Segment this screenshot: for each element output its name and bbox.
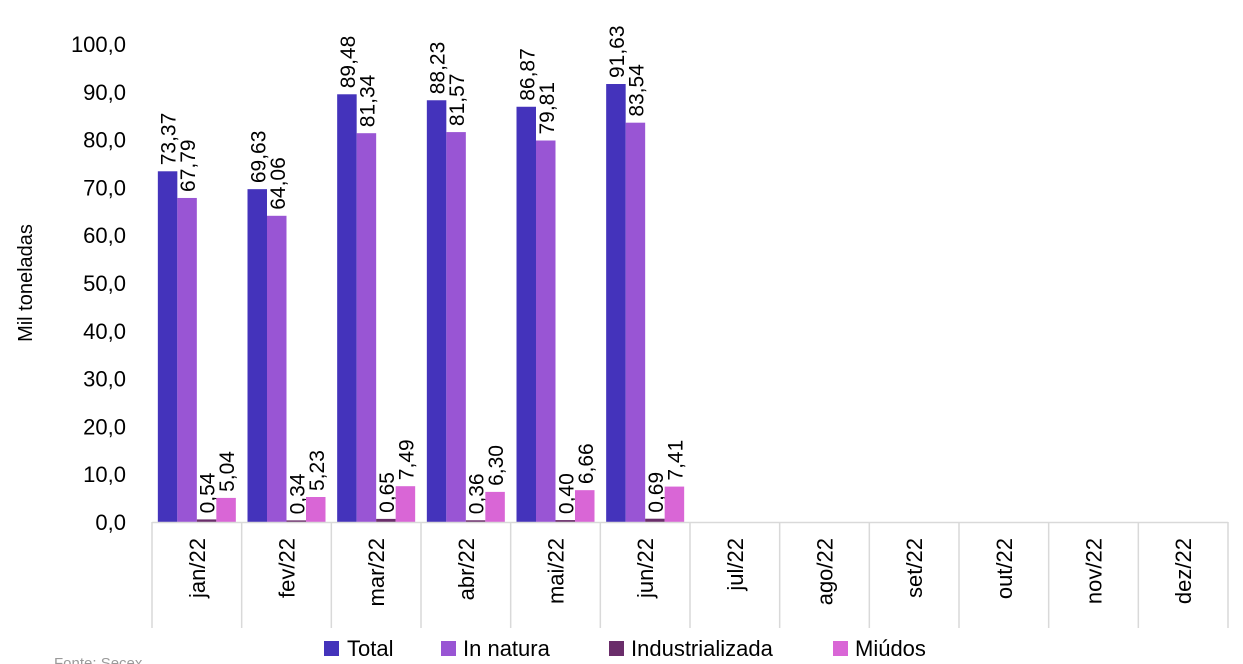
data-label: 64,06 (267, 157, 290, 210)
bar-miúdos (575, 490, 595, 522)
bar-industrializada (555, 520, 575, 522)
data-label: 69,63 (247, 131, 270, 184)
bar-miúdos (485, 491, 505, 522)
data-label: 7,49 (395, 439, 418, 480)
legend-label: Total (347, 636, 393, 661)
y-tick-label: 10,0 (83, 462, 126, 487)
data-label: 81,57 (446, 74, 469, 127)
x-tick-label: mar/22 (364, 538, 389, 606)
legend-swatch (441, 641, 456, 656)
bar-total (157, 171, 178, 523)
data-label: 5,04 (216, 451, 239, 492)
x-tick-label: set/22 (902, 538, 927, 598)
y-tick-label: 0,0 (95, 510, 126, 535)
data-label: 0,36 (466, 473, 489, 514)
data-label: 67,79 (177, 139, 200, 192)
source-note: Fonte: Secex (54, 655, 143, 664)
x-tick-label: jan/22 (185, 538, 210, 599)
data-label: 7,41 (664, 440, 687, 481)
data-label: 0,54 (197, 472, 220, 513)
bar-in-natura (356, 133, 377, 522)
legend-label: In natura (463, 636, 551, 661)
legend-label: Industrializada (631, 636, 774, 661)
bar-industrializada (286, 520, 306, 522)
legend-swatch (324, 641, 339, 656)
bar-in-natura (625, 122, 646, 522)
legend-swatch (833, 641, 848, 656)
data-label: 0,65 (376, 472, 399, 513)
y-tick-label: 60,0 (83, 223, 126, 248)
y-tick-label: 80,0 (83, 128, 126, 153)
data-label: 73,37 (158, 113, 181, 166)
bar-total (606, 84, 626, 522)
x-tick-label: jun/22 (633, 538, 658, 599)
y-tick-label: 50,0 (83, 271, 126, 296)
bar-miúdos (395, 486, 416, 522)
bar-total (516, 106, 536, 522)
data-label: 5,23 (306, 450, 329, 491)
bar-miúdos (216, 497, 236, 522)
data-label: 6,30 (485, 445, 508, 486)
bar-industrializada (465, 520, 486, 522)
bar-in-natura (536, 140, 556, 523)
y-tick-label: 20,0 (83, 414, 126, 439)
bar-miúdos (664, 486, 685, 522)
x-tick-label: mai/22 (544, 538, 569, 604)
data-label: 88,23 (427, 42, 450, 95)
bar-industrializada (645, 518, 665, 522)
data-label: 0,69 (645, 472, 668, 513)
data-label: 91,63 (606, 25, 629, 78)
bar-total (247, 189, 267, 523)
bar-in-natura (267, 215, 287, 522)
x-tick-label: jul/22 (723, 538, 748, 592)
data-label: 89,48 (337, 36, 360, 89)
x-tick-label: nov/22 (1082, 538, 1107, 604)
data-label: 83,54 (625, 64, 648, 117)
bar-miúdos (306, 497, 326, 522)
y-tick-label: 30,0 (83, 367, 126, 392)
y-tick-label: 70,0 (83, 175, 126, 200)
data-label: 81,34 (356, 74, 379, 127)
x-tick-label: ago/22 (813, 538, 838, 605)
x-tick-label: abr/22 (454, 538, 479, 600)
data-label: 0,34 (286, 473, 309, 514)
x-tick-label: fev/22 (275, 538, 300, 598)
legend-label: Miúdos (855, 636, 926, 661)
x-tick-label: dez/22 (1171, 538, 1196, 604)
bar-industrializada (376, 518, 396, 522)
y-axis-label: Mil toneladas (15, 224, 37, 342)
legend-swatch (609, 641, 624, 656)
x-tick-label: out/22 (992, 538, 1017, 599)
bar-total (337, 94, 357, 523)
data-label: 79,81 (536, 82, 559, 135)
bar-in-natura (446, 132, 466, 522)
bar-total (426, 100, 447, 523)
y-tick-label: 90,0 (83, 80, 126, 105)
data-label: 6,66 (575, 443, 598, 484)
bar-industrializada (196, 519, 217, 522)
bar-in-natura (177, 197, 197, 522)
y-tick-label: 100,0 (71, 32, 126, 57)
data-label: 0,40 (555, 473, 578, 514)
y-tick-label: 40,0 (83, 319, 126, 344)
data-label: 86,87 (516, 48, 539, 101)
